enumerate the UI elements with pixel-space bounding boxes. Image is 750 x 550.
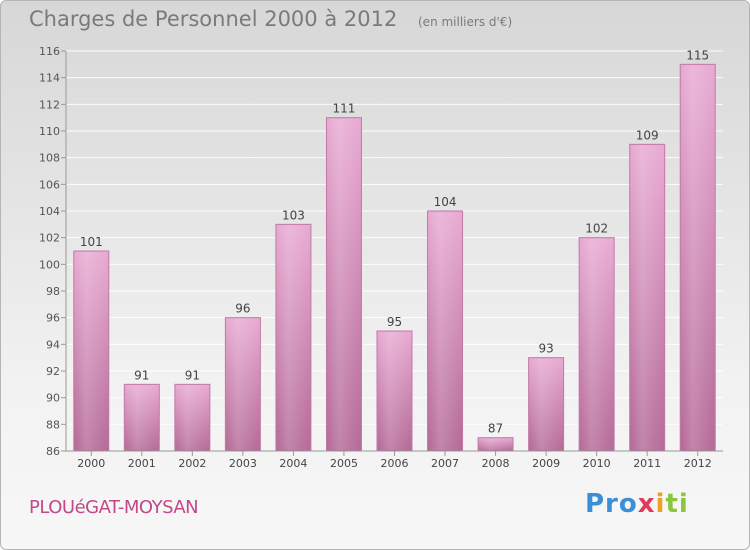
bar-highlight	[580, 238, 614, 450]
bar-value-label: 111	[333, 102, 356, 116]
x-tick-label: 2005	[330, 457, 358, 470]
y-tick-label: 86	[46, 445, 60, 458]
bar-highlight	[479, 438, 513, 450]
bar-value-label: 101	[80, 235, 103, 249]
title-text: Charges de Personnel 2000 à 2012	[29, 7, 398, 31]
x-axis: 2000 2001 2002 2003 2004 2005 2006 2007 2008 2009…	[66, 450, 723, 470]
bar-highlight	[327, 118, 361, 451]
bar-value-label: 96	[235, 302, 250, 316]
y-tick-label: 90	[46, 392, 60, 405]
bar-value-label: 91	[185, 368, 200, 382]
x-tick-label: 2003	[229, 457, 257, 470]
y-tick-label: 102	[39, 232, 60, 245]
chart-title: Charges de Personnel 2000 à 2012 (en mil…	[29, 7, 512, 31]
bar-value-label: 109	[636, 128, 659, 142]
x-tick-label: 2007	[431, 457, 459, 470]
x-tick-label: 2004	[279, 457, 307, 470]
bar-highlight	[125, 385, 159, 450]
y-tick-label: 106	[39, 178, 60, 191]
bar-highlight	[74, 252, 108, 450]
y-tick-label: 96	[46, 312, 60, 325]
bar-value-label: 103	[282, 208, 305, 222]
logo-part-3: i	[655, 489, 666, 519]
x-tick-label: 2009	[532, 457, 560, 470]
bar-highlight	[428, 212, 462, 450]
bar-value-label: 91	[134, 368, 149, 382]
x-tick-label: 2008	[482, 457, 510, 470]
y-tick-label: 88	[46, 418, 60, 431]
x-tick-label: 2000	[77, 457, 105, 470]
logo-part-2: x	[637, 489, 656, 519]
town-name: PLOUéGAT-MOYSAN	[29, 497, 199, 518]
y-tick-label: 114	[39, 72, 60, 85]
logo-part-4: ti	[665, 489, 689, 519]
y-axis: 86 88 90 92 94 96 98 100 102 104 106 108 110 112 114 11…	[39, 45, 67, 458]
x-tick-label: 2001	[128, 457, 156, 470]
bar-highlight	[226, 318, 260, 450]
y-tick-label: 92	[46, 365, 60, 378]
bar-value-label: 95	[387, 315, 402, 329]
bar-value-label: 87	[488, 422, 503, 436]
x-tick-label: 2010	[583, 457, 611, 470]
bar-value-label: 102	[585, 222, 608, 236]
bar-highlight	[630, 145, 664, 451]
y-tick-label: 116	[39, 45, 60, 58]
unit-note: (en milliers d'€)	[418, 15, 513, 29]
proxiti-logo: Proxiti	[585, 489, 689, 519]
bars-group: 101 91 91 96 103 111 95 104 87 93 102 109 115	[73, 48, 716, 452]
bar-highlight	[529, 358, 563, 450]
y-tick-label: 110	[39, 125, 60, 138]
bar-value-label: 104	[434, 195, 457, 209]
bar-highlight	[175, 385, 209, 450]
x-tick-label: 2012	[684, 457, 712, 470]
bar-highlight	[276, 225, 310, 450]
y-tick-label: 98	[46, 285, 60, 298]
x-tick-label: 2002	[178, 457, 206, 470]
x-tick-label: 2011	[633, 457, 661, 470]
y-tick-label: 94	[46, 338, 60, 351]
bar-value-label: 93	[538, 342, 553, 356]
x-tick-label: 2006	[381, 457, 409, 470]
y-tick-label: 100	[39, 258, 60, 271]
y-tick-label: 112	[39, 98, 60, 111]
bar-highlight	[378, 332, 411, 450]
bar-highlight	[681, 65, 715, 450]
logo-part-1: Pro	[585, 489, 638, 519]
bar-value-label: 115	[686, 48, 709, 62]
y-tick-label: 104	[39, 205, 60, 218]
y-tick-label: 108	[39, 152, 60, 165]
